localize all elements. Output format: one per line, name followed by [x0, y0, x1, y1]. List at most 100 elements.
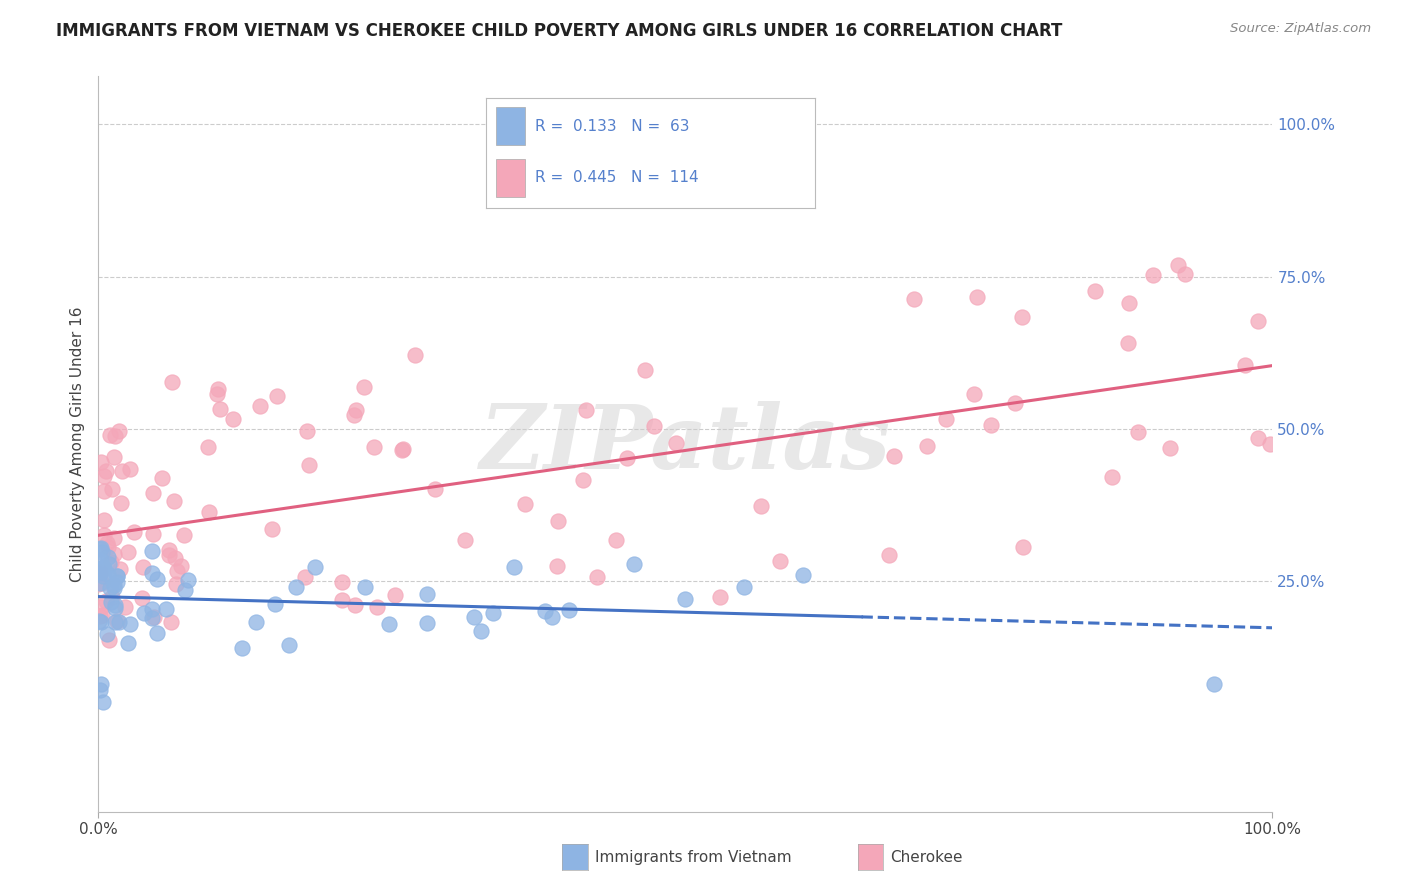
- Point: [1118, 296, 1140, 310]
- Point: [1011, 310, 1033, 325]
- Point: [132, 559, 155, 574]
- Point: [980, 417, 1002, 432]
- Point: [249, 399, 271, 413]
- Point: [90, 552, 112, 566]
- Point: [966, 290, 988, 304]
- Point: [1142, 268, 1164, 283]
- Point: [344, 402, 367, 417]
- Point: [207, 383, 229, 397]
- Point: [623, 558, 645, 572]
- Point: [1167, 258, 1189, 272]
- Point: [90, 566, 112, 580]
- Point: [391, 443, 413, 458]
- Point: [423, 483, 446, 497]
- Point: [105, 614, 128, 628]
- Point: [98, 428, 121, 442]
- Point: [93, 513, 115, 527]
- Point: [463, 610, 485, 624]
- Point: [285, 580, 308, 594]
- Point: [1247, 314, 1270, 328]
- Point: [616, 450, 638, 465]
- Point: [105, 569, 128, 583]
- Point: [98, 581, 121, 595]
- Text: Immigrants from Vietnam: Immigrants from Vietnam: [595, 849, 792, 864]
- Point: [97, 540, 120, 554]
- Point: [93, 527, 115, 541]
- Point: [470, 624, 492, 638]
- Point: [547, 514, 569, 528]
- Point: [1084, 285, 1107, 299]
- Point: [558, 603, 581, 617]
- Point: [142, 527, 165, 541]
- Point: [89, 575, 111, 590]
- Point: [935, 412, 957, 426]
- Point: [93, 483, 115, 498]
- Point: [515, 497, 537, 511]
- Point: [131, 591, 153, 605]
- Point: [97, 633, 120, 648]
- Point: [91, 560, 114, 574]
- Point: [173, 528, 195, 542]
- Point: [260, 522, 283, 536]
- Point: [90, 455, 112, 469]
- Point: [709, 590, 731, 604]
- Point: [103, 547, 125, 561]
- Point: [1234, 359, 1257, 373]
- Point: [363, 440, 385, 454]
- Point: [751, 499, 773, 513]
- Point: [105, 574, 128, 589]
- Point: [150, 471, 173, 485]
- Point: [883, 449, 905, 463]
- Y-axis label: Child Poverty Among Girls Under 16: Child Poverty Among Girls Under 16: [69, 306, 84, 582]
- Point: [155, 601, 177, 615]
- Point: [141, 611, 163, 625]
- Point: [634, 363, 657, 377]
- Point: [90, 615, 112, 629]
- Point: [354, 580, 377, 594]
- Point: [575, 403, 598, 417]
- Point: [245, 615, 267, 629]
- Point: [1174, 267, 1197, 281]
- Point: [197, 440, 219, 454]
- Point: [89, 609, 111, 624]
- Point: [231, 641, 253, 656]
- Point: [605, 533, 627, 547]
- Point: [105, 569, 128, 583]
- Point: [118, 617, 141, 632]
- Point: [118, 462, 141, 476]
- Point: [963, 387, 986, 401]
- Point: [205, 386, 228, 401]
- Point: [295, 425, 318, 439]
- Point: [208, 402, 231, 417]
- Point: [100, 595, 122, 609]
- Point: [94, 464, 117, 478]
- Point: [304, 560, 326, 574]
- Point: [145, 572, 167, 586]
- Point: [277, 638, 299, 652]
- Point: [298, 458, 321, 472]
- Point: [877, 548, 900, 562]
- Point: [177, 573, 200, 587]
- Point: [1116, 336, 1139, 351]
- Point: [90, 541, 112, 556]
- Point: [343, 409, 366, 423]
- Point: [330, 593, 353, 607]
- Point: [330, 574, 353, 589]
- Point: [1126, 425, 1149, 439]
- Point: [141, 543, 163, 558]
- Point: [366, 600, 388, 615]
- Point: [90, 608, 112, 623]
- Point: [792, 567, 814, 582]
- Point: [675, 591, 697, 606]
- Point: [266, 389, 288, 403]
- Point: [104, 601, 127, 615]
- Point: [541, 609, 564, 624]
- Point: [353, 379, 375, 393]
- Point: [91, 545, 114, 559]
- Point: [533, 604, 555, 618]
- Text: IMMIGRANTS FROM VIETNAM VS CHEROKEE CHILD POVERTY AMONG GIRLS UNDER 16 CORRELATI: IMMIGRANTS FROM VIETNAM VS CHEROKEE CHIL…: [56, 22, 1063, 40]
- Point: [1004, 396, 1026, 410]
- Point: [90, 561, 112, 575]
- Point: [160, 615, 183, 629]
- Point: [1247, 431, 1270, 445]
